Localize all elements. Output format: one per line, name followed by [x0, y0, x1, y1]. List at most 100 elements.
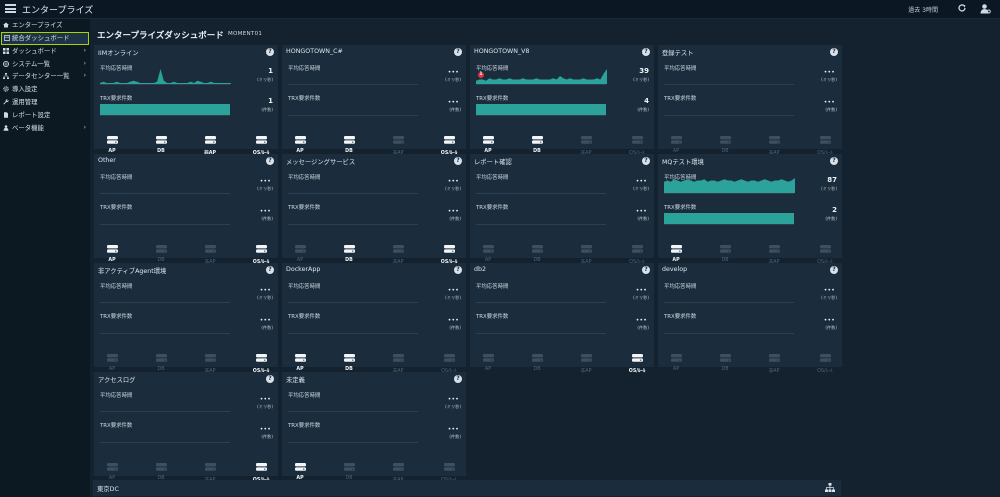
help-icon[interactable]: ?	[266, 375, 274, 383]
server-status-db[interactable]: DB	[151, 456, 171, 481]
panel-title[interactable]: メッセージングサービス	[286, 159, 356, 166]
panel-title[interactable]: IIMオンライン	[98, 50, 139, 57]
panel-title[interactable]: Other	[98, 157, 116, 164]
sitemap-icon[interactable]	[825, 483, 835, 492]
server-status-ap[interactable]: AP	[478, 347, 498, 372]
server-status-os[interactable]: OS/ﾙｰﾙ	[439, 129, 459, 156]
sidebar-item-7[interactable]: レポート設定	[0, 109, 90, 122]
system-panel[interactable]: レポート確認?平均応答時間TRX要求件数•••(ミリ秒)•••(件数)APDB非…	[470, 154, 654, 265]
help-icon[interactable]: ?	[830, 48, 838, 56]
server-status-db[interactable]: DB	[339, 347, 359, 372]
server-status-ap[interactable]: 非AP	[388, 456, 408, 483]
server-status-db[interactable]: DB	[527, 129, 547, 154]
server-status-os[interactable]: OS/ﾙｰﾙ	[439, 456, 459, 483]
server-status-os[interactable]: OS/ﾙｰﾙ	[251, 347, 271, 374]
server-status-ap[interactable]: AP	[102, 238, 122, 263]
server-status-db[interactable]: DB	[715, 347, 735, 372]
time-period-selector[interactable]: 過去 3時間	[908, 7, 938, 14]
help-icon[interactable]: ?	[266, 157, 274, 165]
help-icon[interactable]: ?	[454, 266, 462, 274]
server-status-ap[interactable]: AP	[290, 347, 310, 372]
server-status-ap[interactable]: AP	[478, 238, 498, 263]
system-panel[interactable]: IIMオンライン? 平均応答時間 TRX要求件数 1 (ミリ秒) 1 (件数) AP DB 非AP…	[94, 45, 278, 156]
server-status-ap[interactable]: 非AP	[764, 347, 784, 374]
server-status-ap[interactable]: AP	[478, 129, 498, 154]
system-panel[interactable]: 未定義?平均応答時間TRX要求件数•••(ミリ秒)•••(件数)APDB非APO…	[282, 372, 466, 483]
help-icon[interactable]: ?	[642, 48, 650, 56]
server-status-ap[interactable]: 非AP	[388, 347, 408, 374]
server-status-db[interactable]: DB	[151, 347, 171, 372]
sidebar-item-5[interactable]: 導入設定	[0, 83, 90, 96]
server-status-os[interactable]: OS/ﾙｰﾙ	[439, 347, 459, 374]
refresh-icon[interactable]	[957, 3, 967, 13]
server-status-ap[interactable]: 非AP	[764, 238, 784, 265]
system-panel[interactable]: HONGOTOWN_V8? 平均応答時間 TRX要求件数 39 (ミリ秒) 4 (件数) 1 A…	[470, 45, 654, 156]
server-status-ap[interactable]: 非AP	[200, 238, 220, 265]
server-status-ap[interactable]: 非AP	[200, 456, 220, 483]
system-panel[interactable]: MQテスト環境? 平均応答時間 TRX要求件数 87 (ミリ秒) 2 (件数) AP DB 非AP…	[658, 154, 842, 265]
server-status-db[interactable]: DB	[339, 456, 359, 481]
panel-title[interactable]: レポート確認	[474, 159, 512, 166]
server-status-db[interactable]: DB	[527, 347, 547, 372]
server-status-db[interactable]: DB	[715, 238, 735, 263]
server-status-ap[interactable]: AP	[666, 129, 686, 154]
server-status-db[interactable]: DB	[527, 238, 547, 263]
server-status-ap[interactable]: AP	[102, 456, 122, 481]
server-status-db[interactable]: DB	[151, 129, 171, 154]
server-status-os[interactable]: OS/ﾙｰﾙ	[439, 238, 459, 265]
system-panel[interactable]: Other?平均応答時間TRX要求件数•••(ミリ秒)•••(件数)APDB非A…	[94, 154, 278, 265]
panel-title[interactable]: HONGOTOWN_C#	[286, 48, 343, 55]
server-status-os[interactable]: OS/ﾙｰﾙ	[627, 347, 647, 374]
help-icon[interactable]: ?	[830, 266, 838, 274]
server-status-ap[interactable]: 非AP	[576, 347, 596, 374]
panel-title[interactable]: db2	[474, 266, 487, 273]
sidebar-item-2[interactable]: ダッシュボード ›	[0, 45, 90, 58]
server-status-db[interactable]: DB	[339, 238, 359, 263]
help-icon[interactable]: ?	[642, 157, 650, 165]
system-panel[interactable]: アクセスログ?平均応答時間TRX要求件数•••(ミリ秒)•••(件数)APDB非…	[94, 372, 278, 483]
sidebar-item-1[interactable]: 統合ダッシュボード	[1, 31, 89, 45]
help-icon[interactable]: ?	[266, 266, 274, 274]
server-status-os[interactable]: OS/ﾙｰﾙ	[815, 238, 835, 265]
server-status-ap[interactable]: AP	[102, 129, 122, 154]
system-panel[interactable]: DockerApp? 平均応答時間 TRX要求件数 ••• (ミリ秒) ••• (件数) AP…	[282, 263, 466, 374]
hamburger-menu-icon[interactable]	[5, 4, 16, 13]
server-status-ap[interactable]: AP	[290, 238, 310, 263]
panel-title[interactable]: MQテスト環境	[662, 159, 704, 166]
help-icon[interactable]: ?	[454, 157, 462, 165]
server-status-db[interactable]: DB	[715, 129, 735, 154]
server-status-os[interactable]: OS/ﾙｰﾙ	[627, 238, 647, 265]
panel-title[interactable]: 登録テスト	[662, 50, 694, 57]
panel-title[interactable]: アクセスログ	[98, 377, 136, 384]
server-status-db[interactable]: DB	[151, 238, 171, 263]
panel-title[interactable]: 非アクティブAgent環境	[98, 268, 167, 275]
server-status-os[interactable]: OS/ﾙｰﾙ	[251, 129, 271, 156]
system-panel[interactable]: メッセージングサービス? 平均応答時間 TRX要求件数 ••• (ミリ秒) ••• (件数)…	[282, 154, 466, 265]
sidebar-item-6[interactable]: 運用管理	[0, 96, 90, 109]
panel-title[interactable]: DockerApp	[286, 266, 321, 273]
server-status-ap[interactable]: 非AP	[200, 129, 220, 156]
datacenter-bar[interactable]: 東京DC	[93, 480, 841, 496]
server-status-os[interactable]: OS/ﾙｰﾙ	[251, 238, 271, 265]
server-status-ap[interactable]: AP	[666, 347, 686, 372]
server-status-ap[interactable]: AP	[666, 238, 686, 263]
server-status-ap[interactable]: AP	[290, 456, 310, 481]
server-status-ap[interactable]: AP	[290, 129, 310, 154]
alert-badge[interactable]: 1	[478, 72, 484, 78]
server-status-ap[interactable]: 非AP	[576, 129, 596, 156]
server-status-ap[interactable]: 非AP	[576, 238, 596, 265]
server-status-ap[interactable]: 非AP	[764, 129, 784, 156]
user-settings-icon[interactable]	[980, 3, 991, 14]
server-status-ap[interactable]: 非AP	[200, 347, 220, 374]
server-status-os[interactable]: OS/ﾙｰﾙ	[627, 129, 647, 156]
system-panel[interactable]: 登録テスト?平均応答時間TRX要求件数•••(ミリ秒)•••(件数)APDB非A…	[658, 45, 842, 156]
help-icon[interactable]: ?	[642, 266, 650, 274]
server-status-os[interactable]: OS/ﾙｰﾙ	[251, 456, 271, 483]
sidebar-item-3[interactable]: システム一覧 ›	[0, 58, 90, 71]
server-status-ap[interactable]: 非AP	[388, 129, 408, 156]
help-icon[interactable]: ?	[454, 375, 462, 383]
server-status-os[interactable]: OS/ﾙｰﾙ	[815, 129, 835, 156]
sidebar-item-4[interactable]: データセンター一覧 ›	[0, 70, 90, 83]
server-status-ap[interactable]: AP	[102, 347, 122, 372]
sidebar-item-8[interactable]: ベータ機能 ›	[0, 122, 90, 135]
